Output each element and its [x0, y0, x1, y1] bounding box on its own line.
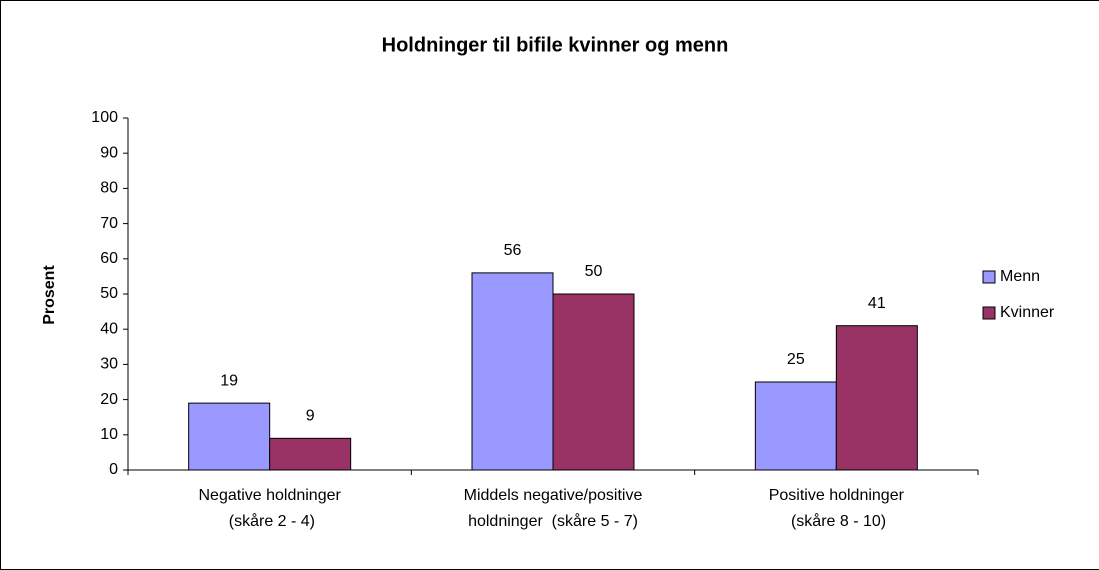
value-label: 50	[585, 263, 603, 280]
x-tick-label: Negative holdninger (skåre 2 - 4)	[199, 487, 342, 530]
value-label: 56	[504, 242, 522, 259]
value-label: 25	[787, 351, 805, 368]
bar	[835, 325, 918, 471]
bar	[269, 437, 352, 471]
chart-title: Holdninger til bifile kvinner og menn	[382, 34, 729, 56]
bar	[754, 381, 837, 471]
x-tick-label: Positive holdninger (skåre 8 - 10)	[769, 487, 905, 530]
y-tick-label: 80	[100, 180, 118, 197]
legend-label: Menn	[1000, 268, 1040, 285]
y-tick-label: 60	[100, 250, 118, 267]
y-tick-label: 50	[100, 285, 118, 302]
value-label: 41	[868, 295, 886, 312]
x-tick-label: Middels negative/positive holdninger (skå…	[464, 487, 643, 530]
value-label: 9	[306, 408, 315, 425]
y-tick-label: 30	[100, 356, 118, 373]
legend-swatch	[982, 270, 996, 284]
y-tick-label: 40	[100, 320, 118, 337]
bar	[552, 293, 635, 471]
y-tick-label: 70	[100, 215, 118, 232]
value-label: 19	[220, 372, 238, 389]
legend-swatch	[982, 306, 996, 320]
y-tick-label: 90	[100, 144, 118, 161]
y-tick-label: 0	[109, 461, 118, 478]
bar	[188, 402, 271, 471]
y-tick-label: 10	[100, 426, 118, 443]
legend-label: Kvinner	[1000, 304, 1055, 321]
y-tick-label: 100	[91, 109, 118, 126]
bar	[471, 272, 554, 471]
y-axis-label: Prosent	[41, 265, 58, 325]
y-tick-label: 20	[100, 391, 118, 408]
